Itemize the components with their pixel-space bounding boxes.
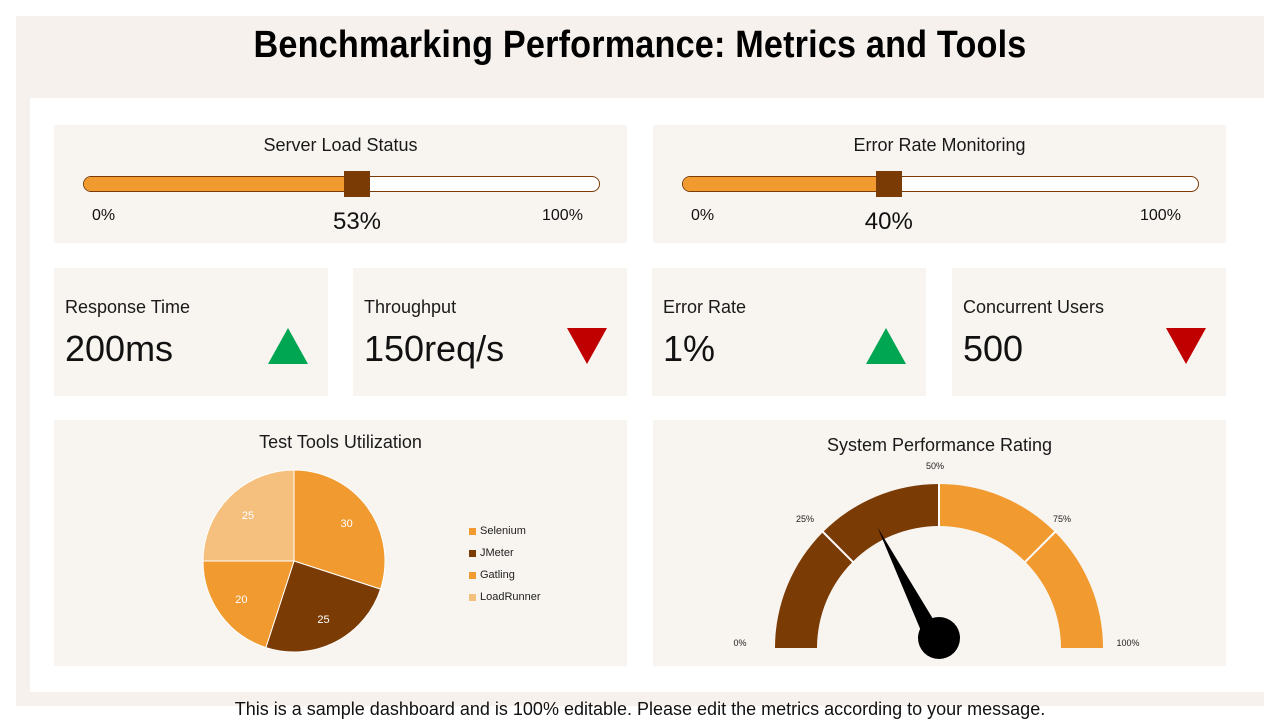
legend-swatch (469, 593, 476, 601)
gauge-needle-hub (918, 617, 960, 659)
server-load-value: 53% (332, 208, 382, 235)
kpi-value: 150req/s (364, 328, 505, 369)
error-rate-max-label: 100% (1140, 207, 1181, 224)
legend-label: Selenium (480, 525, 526, 537)
footer-note: This is a sample dashboard and is 100% e… (234, 699, 1046, 719)
server-load-fill (84, 177, 357, 191)
error-rate-thumb[interactable] (875, 171, 902, 197)
gauge-band (775, 484, 939, 648)
test-tools-card: Test Tools Utilization 30 25 20 25 Selenium… (54, 420, 627, 666)
error-rate-fill (683, 177, 889, 191)
triangle-up-icon (268, 328, 308, 364)
kpi-value: 200ms (65, 328, 174, 369)
pie-slice-gatling (202, 560, 295, 649)
kpi-label: Response Time (65, 297, 191, 317)
pie-slice-jmeter (265, 560, 382, 653)
gauge-separator (820, 529, 855, 564)
legend-swatch (469, 549, 476, 557)
page-title: Benchmarking Performance: Metrics and To… (253, 24, 1027, 66)
gauge-tick-label: 50% (926, 461, 944, 471)
pie-slice-selenium (293, 469, 386, 590)
triangle-down-icon (1166, 328, 1206, 364)
pie-data-label: 30 (340, 518, 352, 530)
legend-swatch (469, 527, 476, 535)
kpi-label: Concurrent Users (963, 297, 1105, 317)
gauge-title: System Performance Rating (826, 435, 1053, 455)
kpi-card-concurrent-users: Concurrent Users 500 (952, 268, 1226, 396)
legend-item: JMeter (469, 542, 541, 564)
server-load-max-label: 100% (542, 207, 583, 224)
pie-data-label: 20 (235, 594, 247, 606)
error-rate-value: 40% (864, 208, 913, 235)
legend-item: Gatling (469, 564, 541, 586)
error-rate-min-label: 0% (691, 207, 715, 224)
gauge-band (939, 484, 1103, 648)
triangle-down-icon (567, 328, 607, 364)
error-rate-monitoring-card: Error Rate Monitoring 0% 40% 100% (653, 125, 1226, 243)
pie-data-label: 25 (242, 510, 254, 522)
gauge-separator (1023, 529, 1058, 564)
kpi-card-throughput: Throughput 150req/s (353, 268, 627, 396)
pie-chart: 30 25 20 25 (202, 469, 386, 653)
server-load-thumb[interactable] (344, 171, 370, 197)
legend-item: Selenium (469, 520, 541, 542)
server-load-card: Server Load Status 0% 53% 100% (54, 125, 627, 243)
kpi-card-response-time: Response Time 200ms (54, 268, 328, 396)
kpi-label: Throughput (364, 297, 457, 317)
legend-label: Gatling (480, 569, 515, 581)
triangle-up-icon (866, 328, 906, 364)
gauge-tick-label: 100% (1116, 638, 1139, 648)
server-load-track (83, 176, 600, 192)
error-rate-track (682, 176, 1199, 192)
kpi-value: 500 (963, 328, 1024, 369)
kpi-card-error-rate: Error Rate 1% (652, 268, 926, 396)
server-load-title: Server Load Status (263, 135, 418, 155)
gauge-tick-label: 25% (796, 514, 814, 524)
kpi-label: Error Rate (663, 297, 747, 317)
legend-item: LoadRunner (469, 586, 541, 608)
system-performance-card: System Performance Rating 0% 25% 50% 75% 100… (653, 420, 1226, 666)
gauge-tick-label: 75% (1053, 514, 1071, 524)
kpi-value: 1% (663, 328, 716, 369)
pie-legend: Selenium JMeter Gatling LoadRunner (469, 520, 541, 608)
gauge-tick-label: 0% (733, 638, 746, 648)
pie-chart-title: Test Tools Utilization (259, 432, 422, 452)
server-load-min-label: 0% (92, 207, 116, 224)
pie-data-label: 25 (317, 614, 329, 626)
pie-slice-loadrunner (202, 469, 295, 562)
gauge-chart: 0% 25% 50% 75% 100% (733, 461, 1140, 659)
legend-swatch (469, 571, 476, 579)
error-rate-monitoring-title: Error Rate Monitoring (853, 135, 1026, 155)
legend-label: LoadRunner (480, 591, 541, 603)
legend-label: JMeter (480, 547, 514, 559)
